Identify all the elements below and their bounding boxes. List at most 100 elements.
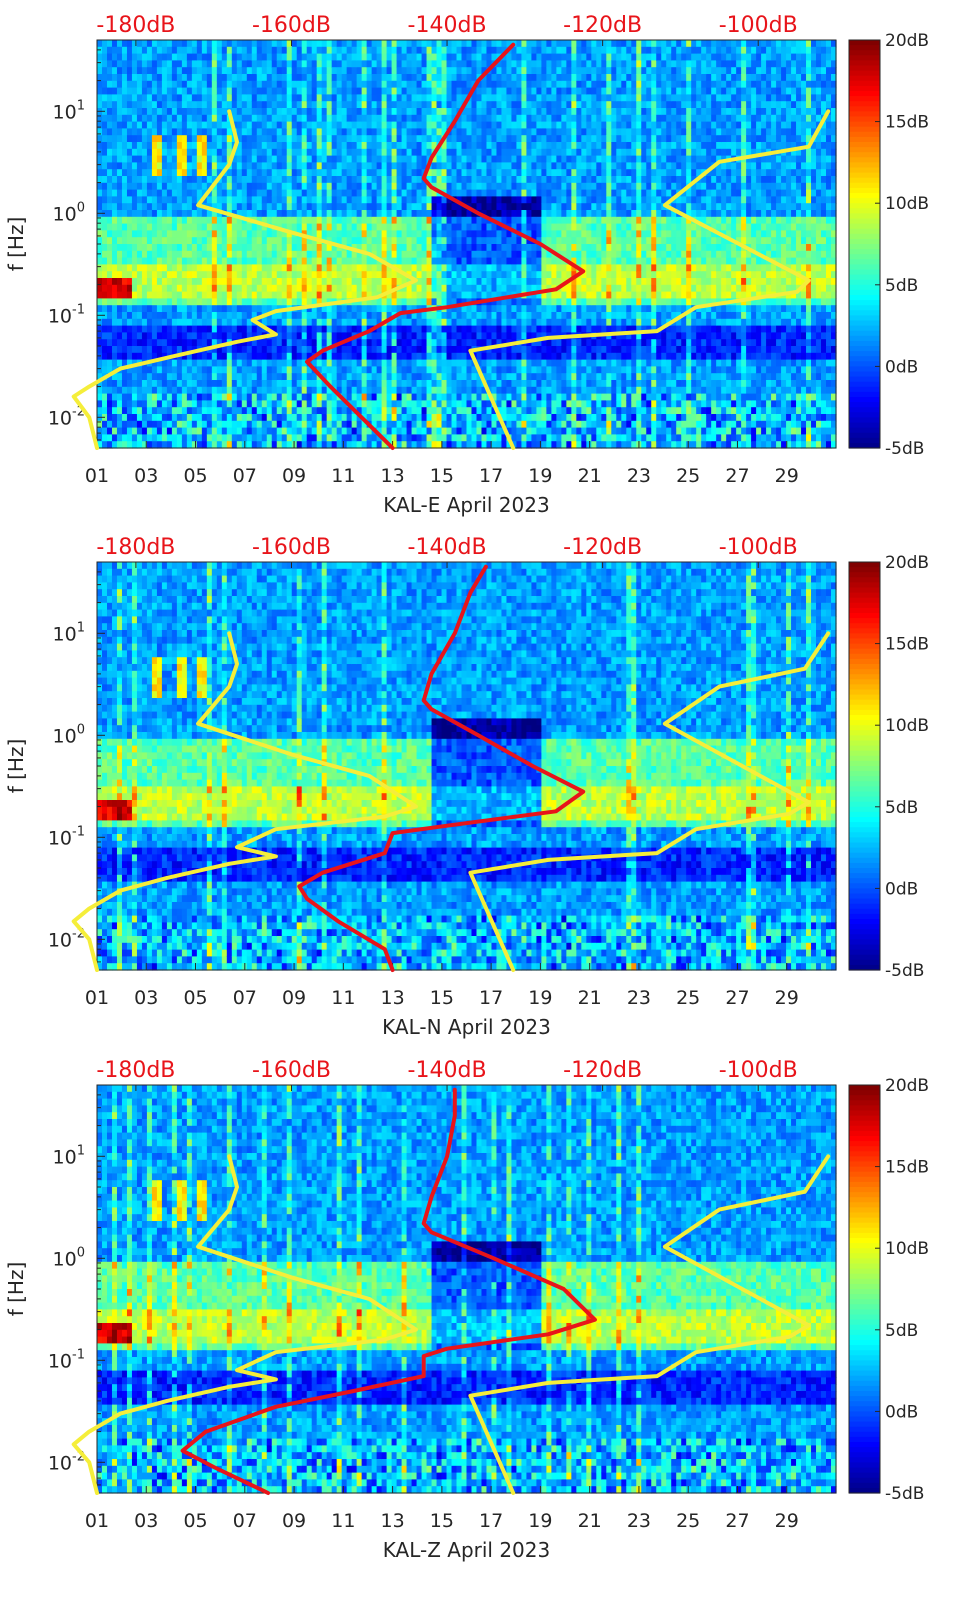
colorbar-label: 20dB (885, 553, 929, 573)
series-line-3 (468, 1154, 831, 1495)
x-tick-label: 07 (233, 987, 257, 1009)
y-tick-label: 101 (53, 98, 85, 123)
x-tick-label: 11 (331, 987, 355, 1009)
y-tick-label: 10-2 (48, 404, 85, 429)
x-axis-label: KAL-Z April 2023 (383, 1538, 550, 1562)
top-axis-label: -160dB (252, 535, 331, 560)
colorbar-label: 15dB (885, 113, 929, 133)
x-tick-label: 23 (627, 1510, 651, 1532)
y-axis-label: f [Hz] (4, 739, 28, 794)
spectrogram-panel-2: 01 03 05 07 09 11 13 15 17 19 21 23 25 27 29 KAL-N Apri… (4, 535, 929, 1039)
series-line-1 (180, 1087, 597, 1495)
x-tick-label: 15 (430, 465, 454, 487)
top-axis-label: -120dB (563, 1058, 642, 1083)
colorbar-label: 5dB (885, 798, 918, 818)
x-tick-label: 03 (134, 987, 158, 1009)
series-line-2 (71, 1154, 418, 1495)
colorbar: 20dB 15dB 10dB 5dB 0dB -5dB (848, 31, 929, 459)
x-tick-label: 21 (578, 1510, 602, 1532)
x-tick-label: 03 (134, 465, 158, 487)
y-tick-label: 101 (53, 620, 85, 645)
colorbar-label: -5dB (885, 1484, 924, 1504)
x-tick-label: 17 (479, 987, 503, 1009)
y-tick-label: 100 (53, 722, 85, 747)
spectrogram-image (97, 562, 837, 971)
x-tick-label: 05 (183, 465, 207, 487)
top-axis-label: -140dB (408, 13, 487, 38)
colorbar-label: 5dB (885, 276, 918, 296)
y-tick-label: 101 (53, 1143, 85, 1168)
colorbar-label: 15dB (885, 635, 929, 655)
top-axis-label: -120dB (563, 13, 642, 38)
series-line-2 (71, 109, 418, 450)
x-tick-label: 13 (381, 1510, 405, 1532)
x-axis-label: KAL-E April 2023 (383, 493, 549, 517)
colorbar-label: 20dB (885, 1076, 929, 1096)
x-tick-label: 01 (85, 465, 109, 487)
top-axis-label: -140dB (408, 535, 487, 560)
colorbar-label: 5dB (885, 1321, 918, 1341)
x-axis-label: KAL-N April 2023 (382, 1015, 551, 1039)
x-tick-label: 29 (775, 465, 799, 487)
x-tick-label: 15 (430, 1510, 454, 1532)
x-tick-label: 15 (430, 987, 454, 1009)
top-axis-label: -100dB (719, 13, 798, 38)
x-tick-label: 21 (578, 465, 602, 487)
colorbar: 20dB 15dB 10dB 5dB 0dB -5dB (848, 553, 929, 981)
x-tick-label: 27 (725, 987, 749, 1009)
spectrogram-panel-3: 01 03 05 07 09 11 13 15 17 19 21 23 25 27 29 KAL-Z Apri… (4, 1058, 929, 1562)
x-tick-label: 19 (528, 987, 552, 1009)
top-axis-label: -160dB (252, 13, 331, 38)
y-tick-label: 10-1 (48, 824, 85, 849)
top-axis-label: -180dB (96, 13, 175, 38)
top-axis-label: -160dB (252, 1058, 331, 1083)
spectrogram-image (97, 40, 837, 449)
x-tick-label: 09 (282, 465, 306, 487)
x-tick-label: 19 (528, 465, 552, 487)
y-axis-label: f [Hz] (4, 217, 28, 272)
top-axis-label: -100dB (719, 535, 798, 560)
x-tick-label: 25 (676, 465, 700, 487)
colorbar-label: 0dB (885, 879, 918, 899)
x-tick-label: 05 (183, 1510, 207, 1532)
x-tick-label: 07 (233, 1510, 257, 1532)
y-axis-label: f [Hz] (4, 1262, 28, 1317)
x-tick-label: 03 (134, 1510, 158, 1532)
series-line-1 (305, 42, 586, 450)
x-tick-label: 09 (282, 1510, 306, 1532)
top-axis-label: -100dB (719, 1058, 798, 1083)
series-line-1 (297, 564, 586, 972)
x-tick-label: 25 (676, 987, 700, 1009)
colorbar-label: 15dB (885, 1158, 929, 1178)
x-tick-label: 27 (725, 1510, 749, 1532)
colorbar-label: -5dB (885, 439, 924, 459)
series-line-3 (468, 631, 831, 972)
x-tick-label: 17 (479, 1510, 503, 1532)
spectrogram-panel-1: 01 03 05 07 09 11 13 15 17 19 21 23 25 27 29 KAL-E Apri… (4, 13, 929, 517)
x-tick-label: 21 (578, 987, 602, 1009)
y-tick-label: 100 (53, 200, 85, 225)
x-tick-label: 13 (381, 465, 405, 487)
colorbar: 20dB 15dB 10dB 5dB 0dB -5dB (848, 1076, 929, 1504)
x-tick-label: 27 (725, 465, 749, 487)
series-line-3 (468, 109, 831, 450)
x-tick-label: 19 (528, 1510, 552, 1532)
x-tick-label: 23 (627, 987, 651, 1009)
y-tick-label: 10-1 (48, 302, 85, 327)
series-line-2 (71, 631, 418, 972)
top-axis-label: -140dB (408, 1058, 487, 1083)
top-axis-label: -180dB (96, 535, 175, 560)
top-axis-label: -120dB (563, 535, 642, 560)
x-tick-label: 25 (676, 1510, 700, 1532)
x-tick-label: 29 (775, 987, 799, 1009)
y-tick-label: 100 (53, 1245, 85, 1270)
x-tick-label: 23 (627, 465, 651, 487)
x-tick-label: 11 (331, 465, 355, 487)
colorbar-label: -5dB (885, 961, 924, 981)
x-tick-label: 17 (479, 465, 503, 487)
x-tick-label: 09 (282, 987, 306, 1009)
y-tick-label: 10-1 (48, 1347, 85, 1372)
x-tick-label: 05 (183, 987, 207, 1009)
x-tick-label: 13 (381, 987, 405, 1009)
